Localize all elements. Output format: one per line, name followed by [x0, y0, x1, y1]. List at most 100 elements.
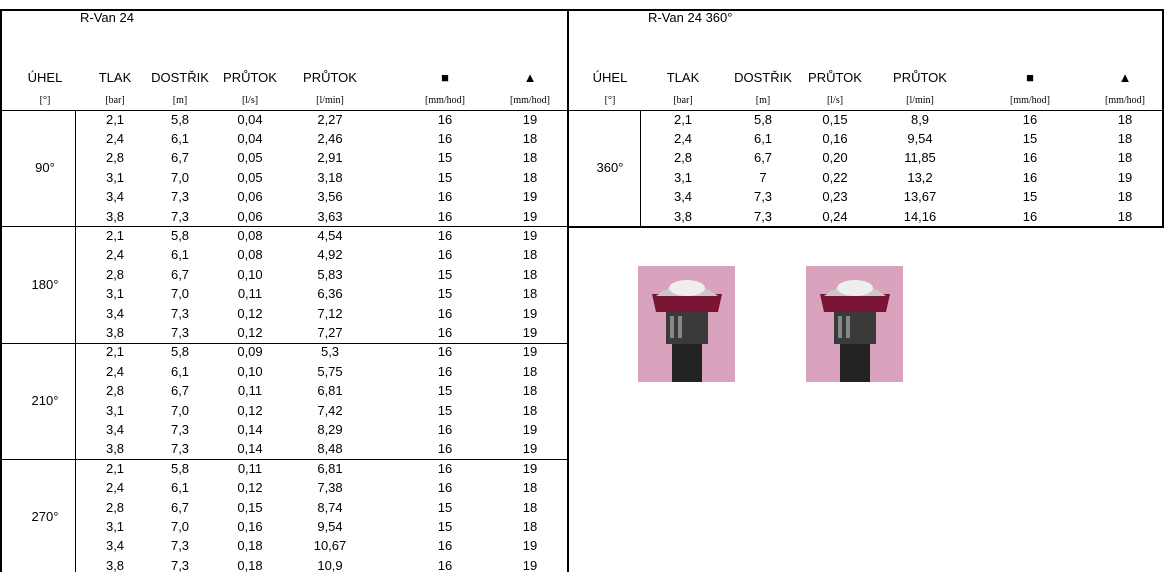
cell-text: 19 [522, 421, 538, 437]
cell-text: 0,12 [237, 305, 263, 321]
cell-text: 0,04 [237, 111, 263, 127]
cell-text: 7,0 [170, 286, 190, 302]
cell-text: 0,22 [822, 169, 848, 185]
cell-text: 2,27 [317, 111, 343, 127]
cell-text: 2,8 [105, 499, 125, 515]
cell-text: PRŮTOK [303, 70, 357, 85]
cell-text: 15 [437, 499, 453, 515]
cell-text: PRŮTOK [808, 70, 862, 85]
cell-text: 2,8 [105, 266, 125, 282]
cell-text: 16 [437, 363, 453, 379]
cell-text: ÚHEL [592, 70, 628, 85]
nozzle-photo [638, 266, 735, 382]
cell-text: 2,1 [105, 344, 125, 360]
table-border [0, 110, 568, 111]
cell-text: 18 [522, 247, 538, 263]
cell-text: 10,67 [313, 538, 347, 554]
cell-text: 3,8 [105, 324, 125, 340]
cell-text: 19 [522, 460, 538, 476]
cell-text: 19 [522, 111, 538, 127]
cell-text: 2,8 [673, 150, 693, 166]
cell-text: 0,04 [237, 130, 263, 146]
cell-text: 7,3 [753, 208, 773, 224]
cell-text: 15 [1022, 189, 1038, 205]
cell-text: 0,06 [237, 208, 263, 224]
cell-text: 3,8 [105, 208, 125, 224]
cell-text: 0,23 [822, 189, 848, 205]
cell-text: 19 [522, 305, 538, 321]
cell-text: 3,4 [105, 189, 125, 205]
cell-text: 19 [522, 189, 538, 205]
cell-text: 2,8 [105, 383, 125, 399]
cell-text: 7 [759, 169, 767, 185]
cell-text: 5,8 [170, 111, 190, 127]
cell-text: 5,3 [320, 344, 340, 360]
cell-text: 16 [437, 227, 453, 243]
cell-text: 6,7 [170, 266, 190, 282]
cell-text: 0,06 [237, 189, 263, 205]
cell-text: 15 [437, 150, 453, 166]
cell-text: 0,05 [237, 169, 263, 185]
cell-text: 0,18 [237, 557, 263, 572]
cell-text: 7,0 [170, 518, 190, 534]
cell-text: 0,14 [237, 421, 263, 437]
cell-text: 7,3 [170, 189, 190, 205]
cell-text: 8,9 [910, 111, 930, 127]
cell-text: 3,1 [105, 402, 125, 418]
cell-text: 15 [437, 402, 453, 418]
cell-text: 19 [522, 324, 538, 340]
table-border [75, 110, 76, 572]
cell-text: [l/min] [316, 95, 344, 106]
cell-text: 2,4 [105, 480, 125, 496]
cell-text: 16 [1022, 169, 1038, 185]
cell-text: 18 [1117, 111, 1133, 127]
cell-text: 19 [522, 557, 538, 572]
cell-text: 0,20 [822, 150, 848, 166]
cell-text: 3,1 [105, 169, 125, 185]
cell-text: 6,7 [170, 499, 190, 515]
table-border [567, 9, 569, 572]
cell-text: 9,54 [907, 130, 933, 146]
cell-text: 7,3 [753, 189, 773, 205]
cell-text: 3,1 [673, 169, 693, 185]
cell-text: 0,14 [237, 441, 263, 457]
cell-text: 8,29 [317, 421, 343, 437]
cell-text: [°] [39, 95, 51, 106]
cell-text: 8,74 [317, 499, 343, 515]
table-border [0, 459, 568, 461]
cell-text: 16 [437, 111, 453, 127]
cell-text: 18 [522, 402, 538, 418]
cell-text: [°] [604, 95, 616, 106]
cell-text: 7,12 [317, 305, 343, 321]
cell-text: 13,2 [907, 169, 933, 185]
cell-text: 0,10 [237, 363, 263, 379]
cell-text: 9,54 [317, 518, 343, 534]
cell-text: 16 [1022, 150, 1038, 166]
cell-text: 18 [522, 518, 538, 534]
cell-text: TLAK [98, 70, 132, 85]
table-border [568, 226, 1164, 229]
cell-text: 13,67 [903, 189, 937, 205]
cell-text: 18 [1117, 150, 1133, 166]
cell-text: 16 [437, 247, 453, 263]
cell-text: 2,1 [105, 227, 125, 243]
cell-text: 18 [522, 383, 538, 399]
nozzle-photo [806, 266, 903, 382]
cell-text: 2,4 [673, 130, 693, 146]
cell-text: 3,4 [105, 305, 125, 321]
cell-text: 360° [596, 160, 624, 176]
cell-text: TLAK [666, 70, 700, 85]
cell-text: 18 [522, 266, 538, 282]
cell-text: 16 [1022, 208, 1038, 224]
cell-text: 18 [1117, 208, 1133, 224]
cell-text: 18 [522, 499, 538, 515]
cell-text: 0,18 [237, 538, 263, 554]
cell-text: 7,3 [170, 324, 190, 340]
cell-text: 14,16 [903, 208, 937, 224]
cell-text: 18 [1117, 189, 1133, 205]
cell-text: 3,4 [673, 189, 693, 205]
cell-text: 3,1 [105, 286, 125, 302]
table-border [0, 342, 568, 344]
cell-text: 18 [522, 169, 538, 185]
cell-text: 16 [437, 460, 453, 476]
